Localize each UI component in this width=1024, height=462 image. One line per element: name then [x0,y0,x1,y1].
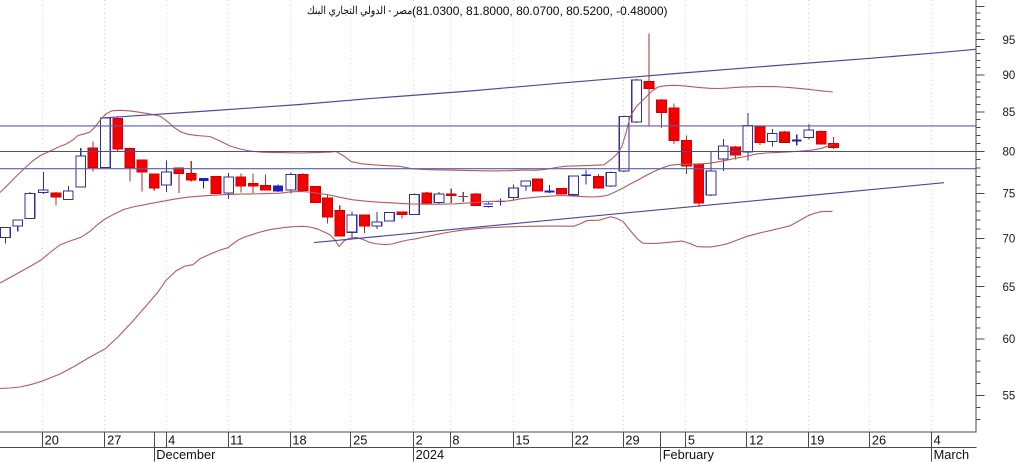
svg-text:29: 29 [625,432,639,447]
svg-text:60: 60 [1003,334,1016,346]
svg-text:20: 20 [45,432,59,447]
svg-text:8: 8 [452,432,459,447]
svg-text:15: 15 [515,432,529,447]
svg-text:70: 70 [1003,234,1016,246]
svg-text:12: 12 [749,432,763,447]
svg-text:19: 19 [810,432,824,447]
svg-text:80: 80 [1003,147,1016,159]
svg-text:95: 95 [1003,35,1016,47]
svg-text:2: 2 [416,432,423,447]
svg-text:4: 4 [934,432,941,447]
svg-text:February: February [663,447,715,462]
svg-text:26: 26 [872,432,886,447]
svg-text:March: March [934,447,970,462]
svg-text:90: 90 [1003,70,1016,82]
svg-text:4: 4 [168,432,175,447]
svg-text:2024: 2024 [416,447,444,462]
svg-text:65: 65 [1003,282,1016,294]
svg-text:5: 5 [688,432,695,447]
svg-text:11: 11 [230,432,243,447]
svg-text:December: December [156,447,216,462]
svg-text:25: 25 [353,432,367,447]
svg-text:18: 18 [292,432,306,447]
svg-text:27: 27 [107,432,121,447]
svg-text:22: 22 [575,432,589,447]
svg-text:75: 75 [1003,189,1016,201]
svg-text:85: 85 [1003,107,1016,119]
svg-text:55: 55 [1003,391,1016,403]
